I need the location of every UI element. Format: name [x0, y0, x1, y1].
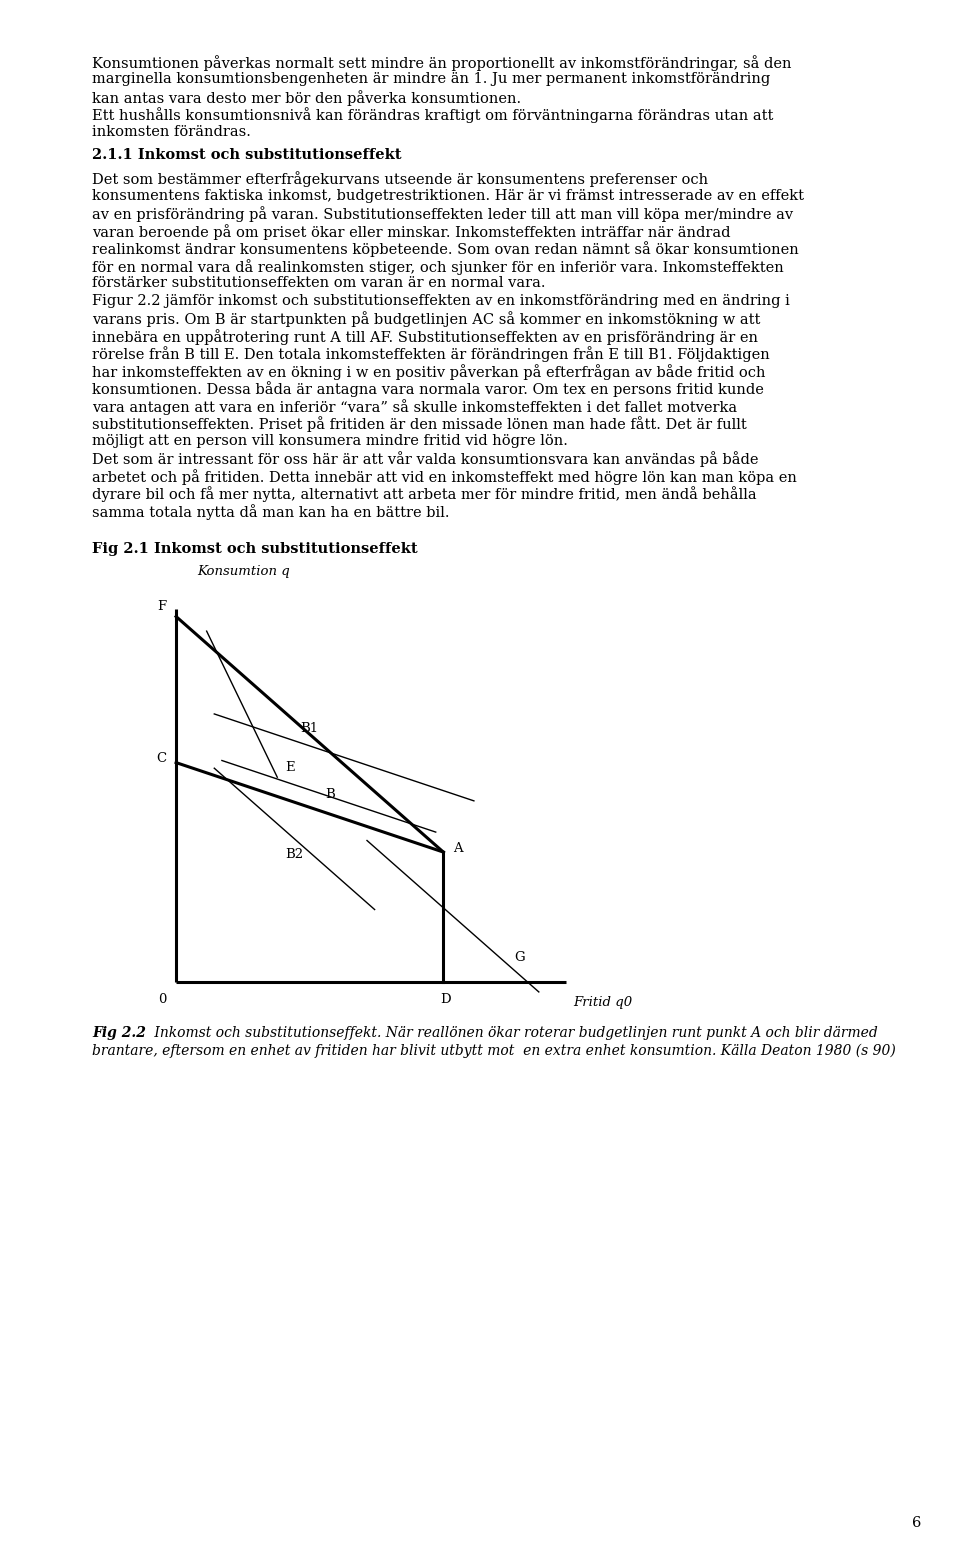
Text: förstärker substitutionseffekten om varan är en normal vara.: förstärker substitutionseffekten om vara… — [92, 276, 545, 290]
Text: samma totala nytta då man kan ha en bättre bil.: samma totala nytta då man kan ha en bätt… — [92, 503, 449, 520]
Text: C: C — [156, 753, 166, 765]
Text: inkomsten förändras.: inkomsten förändras. — [92, 125, 251, 139]
Text: rörelse från B till E. Den totala inkomsteffekten är förändringen från E till B1: rörelse från B till E. Den totala inkoms… — [92, 346, 770, 363]
Text: Konsumtionen påverkas normalt sett mindre än proportionellt av inkomstförändring: Konsumtionen påverkas normalt sett mindr… — [92, 55, 791, 70]
Text: brantare, eftersom en enhet av fritiden har blivit utbytt mot  en extra enhet ko: brantare, eftersom en enhet av fritiden … — [92, 1044, 896, 1058]
Text: marginella konsumtionsbengenheten är mindre än 1. Ju mer permanent inkomstföränd: marginella konsumtionsbengenheten är min… — [92, 73, 770, 87]
Text: A: A — [453, 841, 463, 855]
Text: konsumtionen. Dessa båda är antagna vara normala varor. Om tex en persons fritid: konsumtionen. Dessa båda är antagna vara… — [92, 382, 764, 397]
Text: substitutionseffekten. Priset på fritiden är den missade lönen man hade fått. De: substitutionseffekten. Priset på fritide… — [92, 416, 747, 432]
Text: varans pris. Om B är startpunkten på budgetlinjen AC så kommer en inkomstökning : varans pris. Om B är startpunkten på bud… — [92, 312, 760, 327]
Text: F: F — [157, 600, 166, 612]
Text: Konsumtion q: Konsumtion q — [197, 566, 290, 578]
Text: dyrare bil och få mer nytta, alternativt att arbeta mer för mindre fritid, men ä: dyrare bil och få mer nytta, alternativt… — [92, 486, 756, 502]
Text: av en prisförändring på varan. Substitutionseffekten leder till att man vill köp: av en prisförändring på varan. Substitut… — [92, 206, 793, 223]
Text: Fig 2.1 Inkomst och substitutionseffekt: Fig 2.1 Inkomst och substitutionseffekt — [92, 542, 418, 556]
Text: 2.1.1 Inkomst och substitutionseffekt: 2.1.1 Inkomst och substitutionseffekt — [92, 148, 401, 162]
Text: Inkomst och substitutionseffekt. När reallönen ökar roterar budgetlinjen runt pu: Inkomst och substitutionseffekt. När rea… — [150, 1027, 877, 1041]
Text: innebära en uppåtrotering runt A till AF. Substitutionseffekten av en prisföränd: innebära en uppåtrotering runt A till AF… — [92, 329, 758, 344]
Text: kan antas vara desto mer bör den påverka konsumtionen.: kan antas vara desto mer bör den påverka… — [92, 90, 521, 106]
Text: G: G — [514, 952, 524, 964]
Text: B1: B1 — [300, 723, 319, 735]
Text: realinkomst ändrar konsumentens köpbeteende. Som ovan redan nämnt så ökar konsum: realinkomst ändrar konsumentens köpbetee… — [92, 241, 799, 257]
Text: Fritid q0: Fritid q0 — [573, 997, 633, 1010]
Text: D: D — [440, 992, 450, 1006]
Text: B: B — [325, 788, 335, 801]
Text: B2: B2 — [285, 849, 303, 862]
Text: Fig 2.2: Fig 2.2 — [92, 1027, 146, 1041]
Text: Ett hushålls konsumtionsnivå kan förändras kraftigt om förväntningarna förändras: Ett hushålls konsumtionsnivå kan förändr… — [92, 108, 774, 123]
Text: 6: 6 — [912, 1516, 922, 1530]
Text: har inkomsteffekten av en ökning i w en positiv påverkan på efterfrågan av både : har inkomsteffekten av en ökning i w en … — [92, 365, 765, 380]
Text: 0: 0 — [158, 992, 166, 1006]
Text: Det som är intressant för oss här är att vår valda konsumtionsvara kan användas : Det som är intressant för oss här är att… — [92, 452, 758, 467]
Text: Det som bestämmer efterfrågekurvans utseende är konsumentens preferenser och: Det som bestämmer efterfrågekurvans utse… — [92, 171, 708, 187]
Text: Figur 2.2 jämför inkomst och substitutionseffekten av en inkomstförändring med e: Figur 2.2 jämför inkomst och substitutio… — [92, 294, 790, 308]
Text: E: E — [285, 760, 295, 774]
Text: varan beroende på om priset ökar eller minskar. Inkomsteffekten inträffar när än: varan beroende på om priset ökar eller m… — [92, 224, 731, 240]
Text: vara antagen att vara en inferiör “vara” så skulle inkomsteffekten i det fallet : vara antagen att vara en inferiör “vara”… — [92, 399, 737, 414]
Text: konsumentens faktiska inkomst, budgetrestriktionen. Här är vi främst intresserad: konsumentens faktiska inkomst, budgetres… — [92, 189, 804, 203]
Text: arbetet och på fritiden. Detta innebär att vid en inkomsteffekt med högre lön ka: arbetet och på fritiden. Detta innebär a… — [92, 469, 797, 485]
Text: möjligt att en person vill konsumera mindre fritid vid högre lön.: möjligt att en person vill konsumera min… — [92, 433, 568, 447]
Text: för en normal vara då realinkomsten stiger, och sjunker för en inferiör vara. In: för en normal vara då realinkomsten stig… — [92, 259, 783, 274]
